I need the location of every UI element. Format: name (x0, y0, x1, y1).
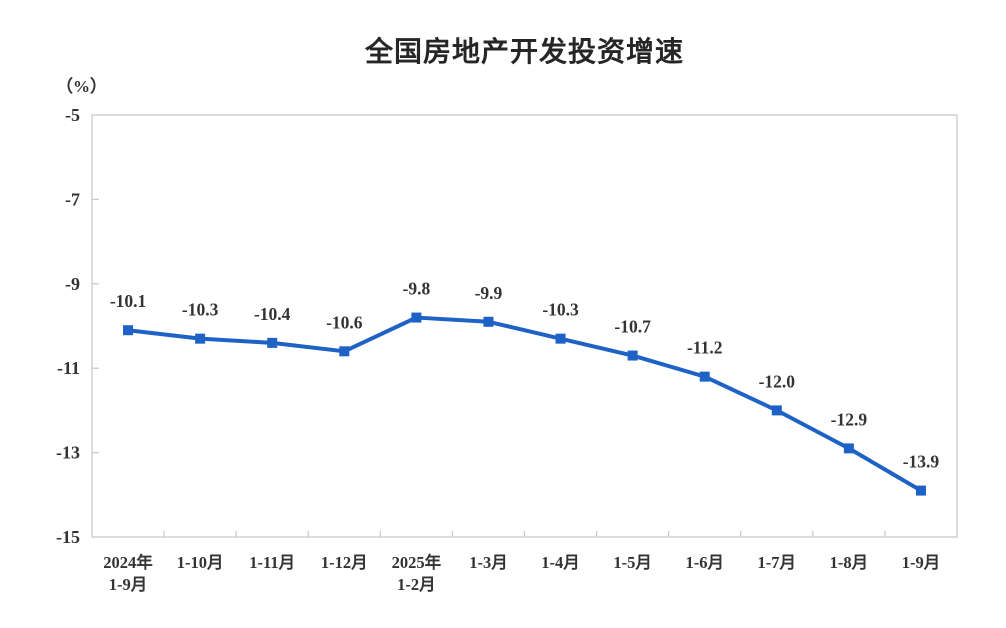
x-axis-label: 1-7月 (758, 553, 797, 572)
x-axis-label-line: 1-10月 (177, 553, 224, 572)
y-axis-tick-label: -9 (65, 274, 80, 294)
x-axis-label: 1-12月 (321, 553, 368, 572)
y-axis-tick-label: -7 (65, 189, 80, 209)
x-axis-label-line: 2024年 (103, 552, 153, 572)
x-axis-label: 1-5月 (613, 553, 652, 572)
data-point-marker (195, 333, 206, 344)
x-axis-label-line: 1-6月 (685, 553, 724, 572)
x-axis-label: 1-11月 (249, 553, 295, 572)
data-point-label: -10.3 (542, 300, 579, 320)
x-axis-label: 1-10月 (177, 553, 224, 572)
x-axis-label-line: 1-9月 (109, 575, 148, 594)
data-point-label: -9.9 (475, 283, 503, 303)
data-point-marker (339, 346, 350, 357)
y-axis-unit-label: （%） (56, 77, 107, 96)
x-axis-label-line: 2025年 (392, 552, 442, 572)
y-axis-tick-label: -11 (57, 358, 80, 378)
x-axis-label-line: 1-4月 (541, 553, 580, 572)
data-line (126, 315, 923, 493)
data-point-label: -10.7 (614, 317, 651, 337)
x-axis-label-line: 1-2月 (397, 575, 436, 594)
data-point-label: -10.1 (110, 291, 146, 311)
x-axis-label-line: 1-8月 (830, 553, 869, 572)
x-axis-label: 1-4月 (541, 553, 580, 572)
data-point-label: -9.8 (403, 279, 431, 299)
x-axis-label: 1-9月 (902, 553, 941, 572)
x-axis-label-line: 1-9月 (902, 553, 941, 572)
chart-title: 全国房地产开发投资增速 (364, 36, 684, 67)
data-point-marker (915, 485, 926, 496)
y-axis-tick-label: -13 (56, 443, 80, 463)
data-point-label: -10.4 (254, 304, 291, 324)
data-point-label: -12.0 (759, 371, 796, 391)
x-axis-label: 2025年 1-2月 (392, 552, 442, 594)
x-axis-label-line: 1-12月 (321, 553, 368, 572)
data-point-marker (555, 333, 566, 344)
data-point-marker (627, 350, 638, 361)
data-point-marker (843, 443, 854, 454)
x-axis-label-line: 1-5月 (613, 553, 652, 572)
data-point-label: -11.2 (687, 338, 723, 358)
data-point-marker (771, 405, 782, 416)
data-point-marker (411, 312, 422, 323)
x-axis-label: 2024年 1-9月 (103, 552, 153, 594)
data-point-marker (699, 371, 710, 382)
x-axis-label: 1-3月 (469, 553, 508, 572)
data-point-label: -12.9 (831, 409, 868, 429)
x-axis-label: 1-8月 (830, 553, 869, 572)
data-point-marker (123, 325, 134, 336)
data-point-label: -13.9 (903, 452, 940, 472)
y-axis-tick-label: -15 (56, 527, 80, 547)
x-axis-label: 1-6月 (685, 553, 724, 572)
x-axis-label-line: 1-11月 (249, 553, 295, 572)
x-axis-label-line: 1-7月 (758, 553, 797, 572)
x-axis-label-line: 1-3月 (469, 553, 508, 572)
data-point-marker (267, 337, 278, 348)
data-point-label: -10.6 (326, 312, 363, 332)
data-point-marker (483, 316, 494, 327)
plot-border (91, 114, 958, 538)
data-point-label: -10.3 (182, 300, 219, 320)
y-axis-tick-label: -5 (65, 105, 80, 125)
